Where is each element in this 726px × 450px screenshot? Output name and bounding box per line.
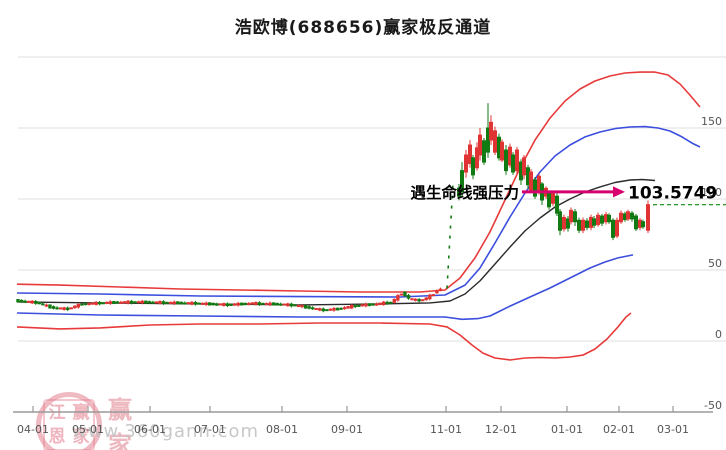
y-tick-label: 0 xyxy=(715,328,722,341)
annotation-label: 遇生命线强压力 xyxy=(410,183,519,202)
x-tick-label: 09-01 xyxy=(331,423,363,436)
brand-seal-characters: 江 赢 恩 家 xyxy=(43,399,95,450)
brand-seal-logo: 江 赢 恩 家 xyxy=(36,392,102,450)
lifeline-black-line xyxy=(16,178,656,306)
x-tick-label: 04-01 xyxy=(17,423,49,436)
y-tick-label: -50 xyxy=(704,399,722,412)
upper-blue-line xyxy=(16,125,701,298)
lifeline-pressure-annotation: 遇生命线强压力 103.5749 xyxy=(410,183,717,204)
x-tick-label: 12-01 xyxy=(485,423,517,436)
seal-char: 家 xyxy=(72,426,90,447)
y-tick-label: 100 xyxy=(701,186,722,199)
chart-title: 浩欧博(688656)赢家极反通道 xyxy=(234,18,492,38)
upper-red-line xyxy=(16,71,701,293)
x-tick-label: 07-01 xyxy=(194,423,226,436)
x-tick-label: 05-01 xyxy=(72,423,104,436)
x-tick-label: 06-01 xyxy=(134,423,166,436)
x-axis: 04-01 05-01 06-01 07-01 08-01 09-01 11-01 12-01… xyxy=(13,406,713,436)
watermark-url-text: www.360gann.com xyxy=(72,421,260,442)
y-axis-labels: 150 100 50 0 -50 xyxy=(701,115,722,412)
y-tick-label: 150 xyxy=(701,115,722,128)
x-tick-label: 11-01 xyxy=(430,423,462,436)
watermark-brand-text: 赢家江恩软件 xyxy=(108,396,134,450)
suspension-gap-dotted-line xyxy=(446,183,454,289)
annotation-arrow-head xyxy=(613,186,625,198)
x-tick-label: 03-01 xyxy=(657,423,689,436)
lower-blue-line xyxy=(16,254,634,321)
lower-red-line xyxy=(16,312,632,361)
y-tick-label: 50 xyxy=(708,257,722,270)
x-tick-label: 01-01 xyxy=(551,423,583,436)
grid-lines xyxy=(18,56,726,342)
x-tick-label: 02-01 xyxy=(603,423,635,436)
candlestick-series xyxy=(16,103,650,313)
seal-char: 恩 xyxy=(48,426,66,447)
annotation-value: 103.5749 xyxy=(628,183,717,203)
x-tick-label: 08-01 xyxy=(266,423,298,436)
